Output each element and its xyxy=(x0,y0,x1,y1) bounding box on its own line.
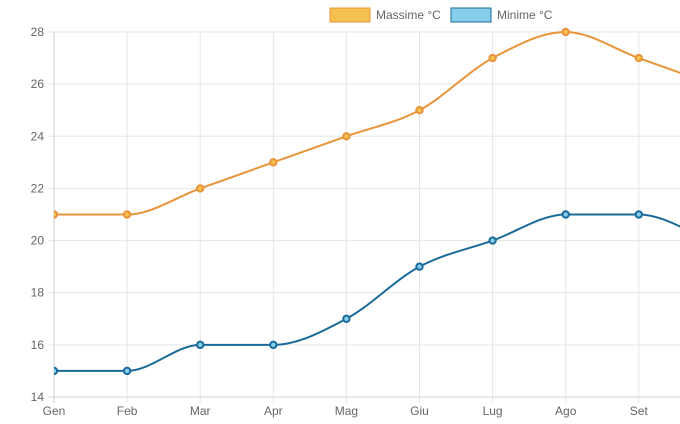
data-point[interactable] xyxy=(269,158,278,167)
data-point[interactable] xyxy=(415,262,424,271)
legend-label: Massime °C xyxy=(376,8,441,22)
legend-item[interactable]: Massime °C xyxy=(329,7,441,23)
legend-label: Minime °C xyxy=(497,8,553,22)
y-tick-label: 18 xyxy=(31,286,45,300)
x-tick-label: Ago xyxy=(555,404,577,418)
x-tick-label: Giu xyxy=(410,404,429,418)
data-point[interactable] xyxy=(561,27,570,37)
data-point[interactable] xyxy=(634,210,643,219)
legend: Massime °C Minime °C xyxy=(329,7,553,23)
y-tick-label: 20 xyxy=(31,234,45,248)
data-point[interactable] xyxy=(122,210,132,219)
data-point[interactable] xyxy=(122,366,132,376)
y-tick-label: 16 xyxy=(31,338,45,352)
data-point[interactable] xyxy=(342,132,351,141)
data-point[interactable] xyxy=(51,210,59,219)
x-tick-label: Apr xyxy=(264,404,283,418)
x-tick-label: Lug xyxy=(483,404,503,418)
y-tick-label: 24 xyxy=(31,129,45,143)
legend-swatch xyxy=(450,7,492,23)
legend-item[interactable]: Minime °C xyxy=(450,7,553,23)
data-point[interactable] xyxy=(51,366,59,376)
series-line-1 xyxy=(54,213,680,372)
y-tick-label: 22 xyxy=(31,181,45,195)
x-tick-label: Mag xyxy=(335,404,358,418)
y-tick-label: 14 xyxy=(31,390,45,404)
data-point[interactable] xyxy=(415,106,424,115)
x-tick-label: Set xyxy=(630,404,649,418)
series-layer xyxy=(51,27,680,376)
legend-swatch xyxy=(329,7,371,23)
x-tick-label: Gen xyxy=(43,404,66,418)
data-point[interactable] xyxy=(269,340,278,350)
x-tick-label: Feb xyxy=(117,404,138,418)
data-point[interactable] xyxy=(342,314,351,323)
data-point[interactable] xyxy=(196,184,205,193)
grid xyxy=(48,31,680,403)
x-tick-label: Mar xyxy=(190,404,211,418)
axes: 14 16 18 20 22 24 26 28 Gen Feb Mar Apr Mag Giu Lug Ago… xyxy=(31,25,649,418)
y-tick-label: 28 xyxy=(31,25,45,39)
data-point[interactable] xyxy=(561,210,570,219)
data-point[interactable] xyxy=(634,53,643,63)
series-line-0 xyxy=(54,30,680,216)
data-point[interactable] xyxy=(488,53,497,63)
data-point[interactable] xyxy=(488,236,497,245)
y-tick-label: 26 xyxy=(31,77,45,91)
data-point[interactable] xyxy=(196,340,205,350)
